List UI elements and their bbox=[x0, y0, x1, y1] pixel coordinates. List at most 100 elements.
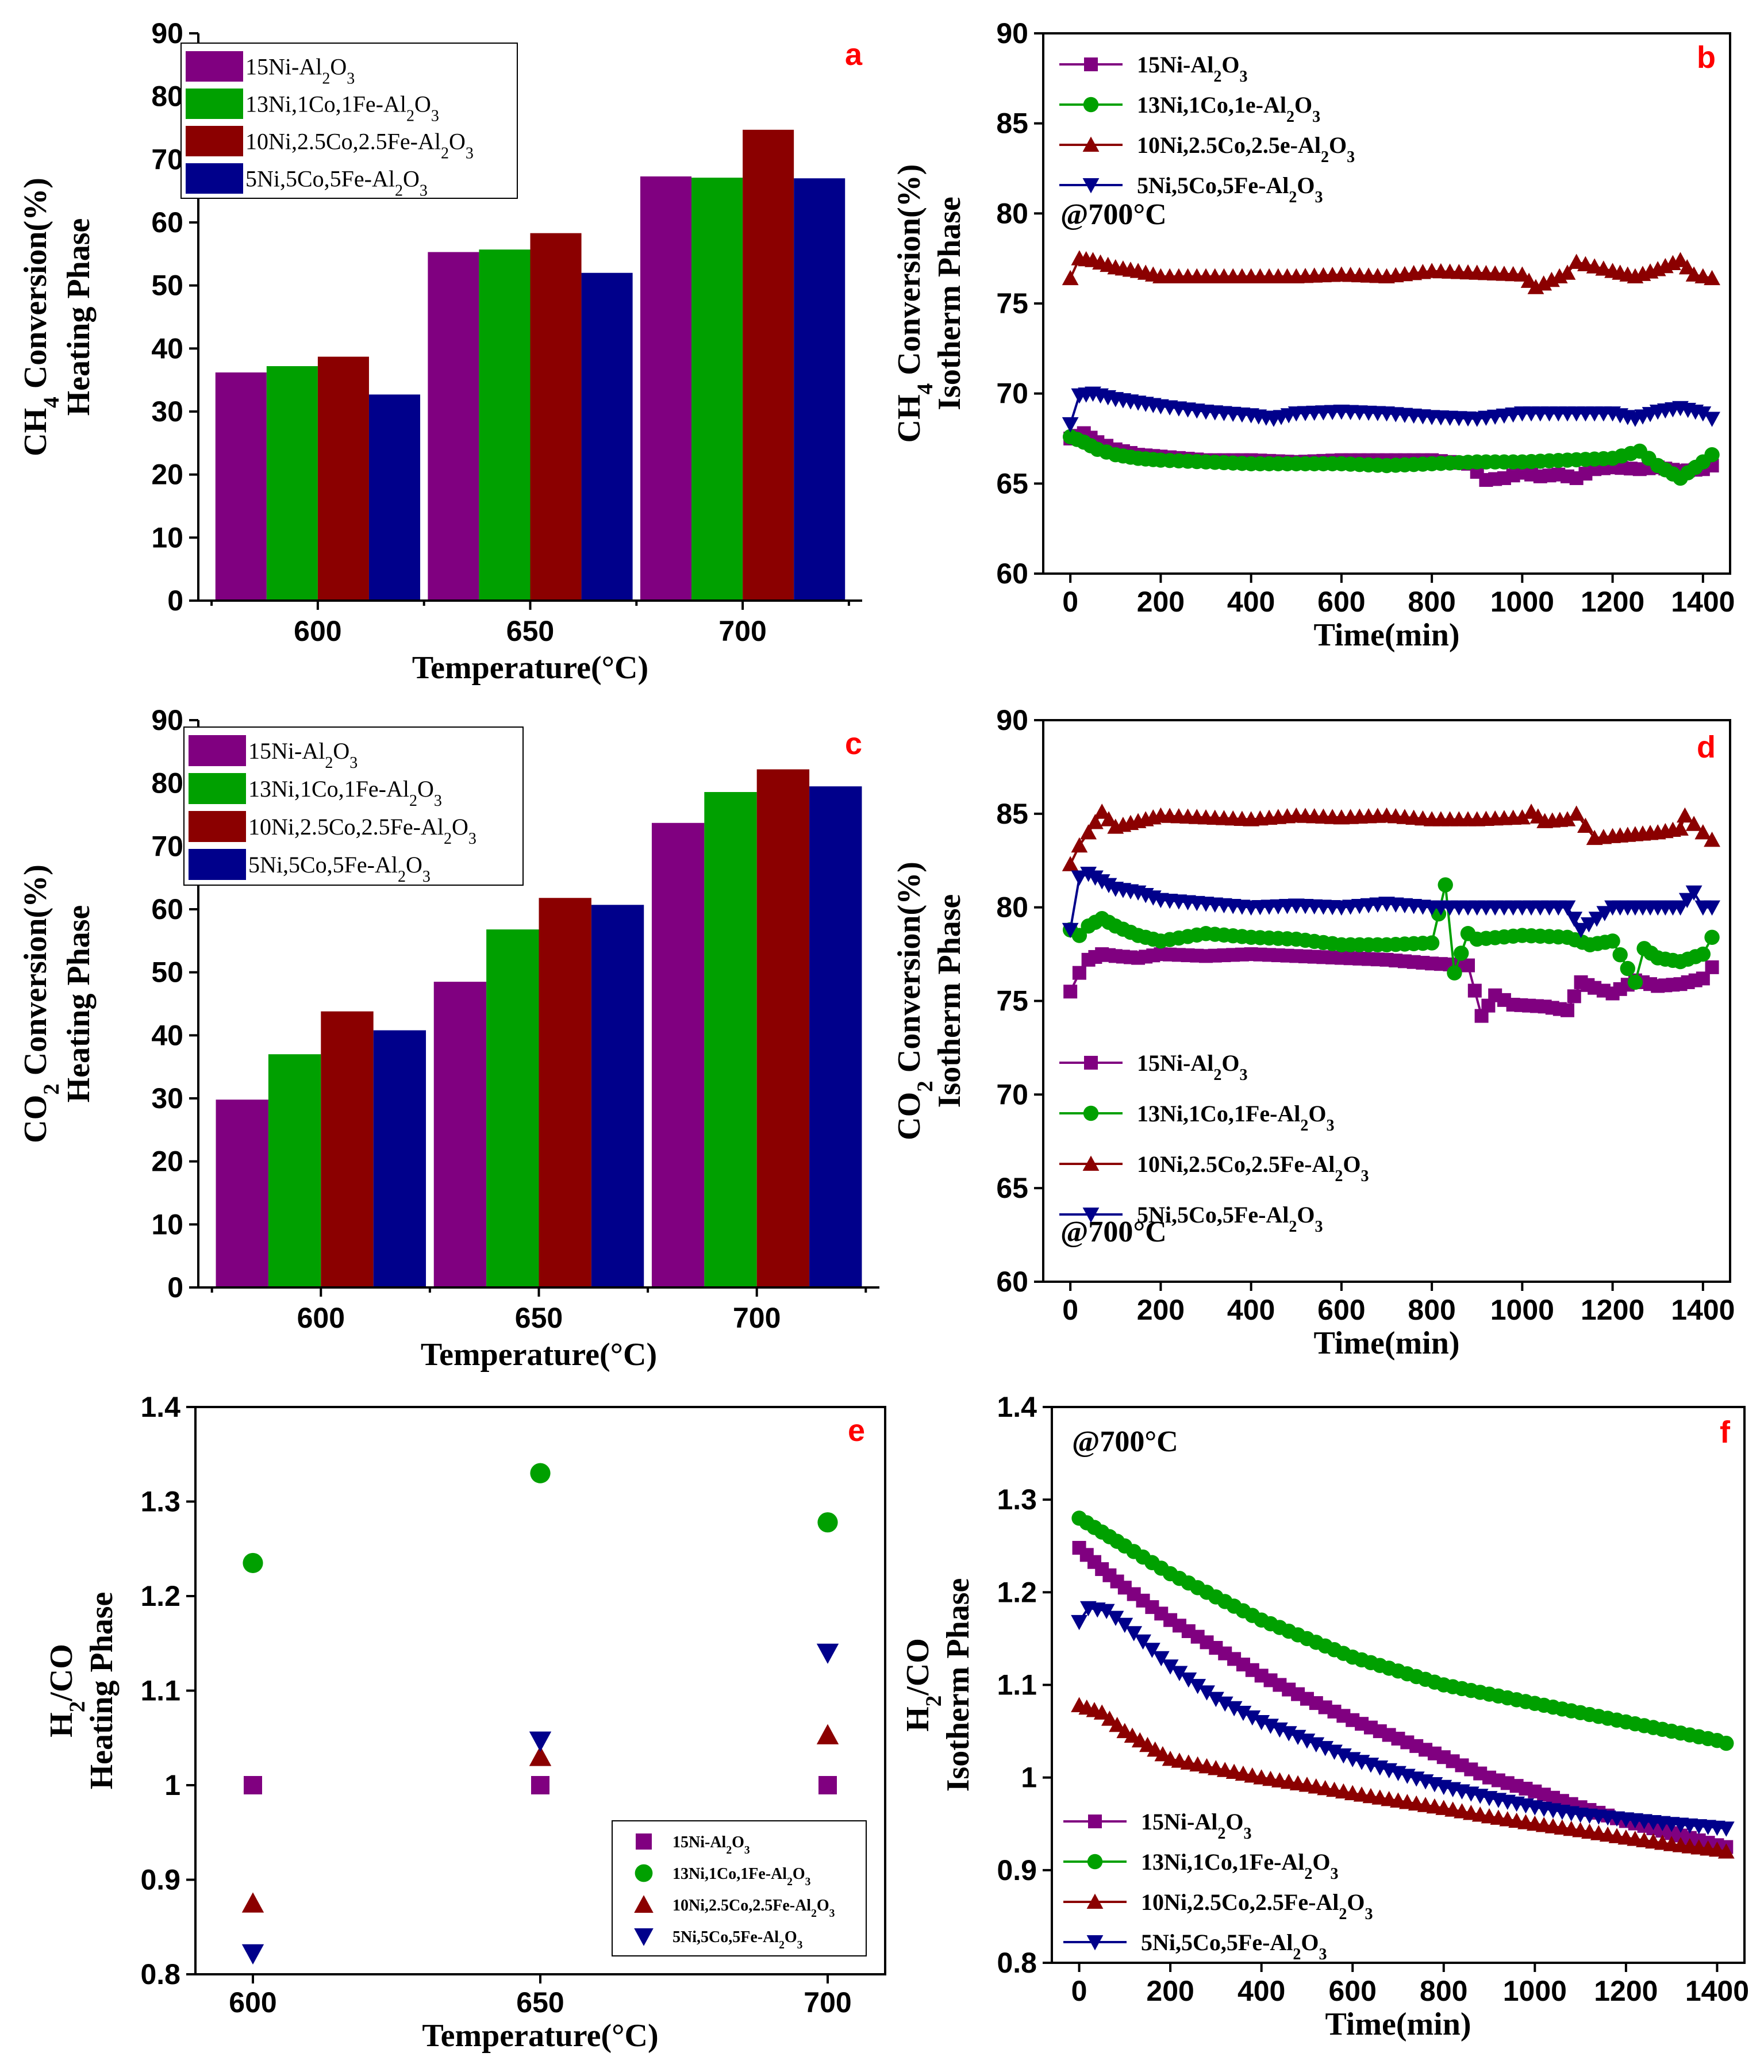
legend-marker-b-1 bbox=[1083, 97, 1099, 113]
series-e-1 bbox=[243, 1463, 838, 1574]
xtick-label-c-2: 700 bbox=[733, 1302, 781, 1334]
point-f-3-13 bbox=[1189, 1679, 1206, 1694]
xtick-label-d-4: 800 bbox=[1408, 1294, 1455, 1326]
legend-label-f-0: 15Ni-Al2O3 bbox=[1141, 1809, 1251, 1843]
ytick-label-d-6: 90 bbox=[996, 704, 1028, 736]
legend-marker-e-1 bbox=[635, 1864, 653, 1882]
legend-label-b-1: 13Ni,1Co,1e-Al2O3 bbox=[1137, 92, 1320, 126]
yaxis-title-a-0: CH4 Conversion(%) bbox=[18, 178, 64, 456]
series-e-0 bbox=[244, 1776, 837, 1794]
point-e-3-0 bbox=[241, 1944, 264, 1965]
ytick-label-f-6: 1.4 bbox=[997, 1391, 1037, 1423]
legend-marker-d-0 bbox=[1084, 1056, 1098, 1070]
bar-c-s2-c2 bbox=[756, 769, 810, 1287]
panel-letter-f: f bbox=[1720, 1415, 1731, 1450]
legend-label-b-3: 5Ni,5Co,5Fe-Al2O3 bbox=[1137, 172, 1323, 206]
series-f-1 bbox=[1071, 1510, 1734, 1751]
point-f-3-15 bbox=[1207, 1692, 1224, 1708]
xtick-label-b-5: 1000 bbox=[1490, 586, 1554, 618]
bar-a-s0-c2 bbox=[640, 176, 692, 601]
point-f-2-73 bbox=[1717, 1843, 1735, 1859]
yaxis-title-group-e-1: Heating Phase bbox=[84, 1592, 120, 1790]
bar-c-s2-c1 bbox=[539, 898, 591, 1287]
yaxis-title-group-b-1: Isotherm Phase bbox=[932, 197, 967, 410]
bar-c-s3-c2 bbox=[809, 786, 862, 1287]
legend-marker-d-2 bbox=[1082, 1155, 1100, 1171]
point-f-3-9 bbox=[1152, 1651, 1170, 1667]
ytick-label-c-3: 30 bbox=[151, 1082, 183, 1114]
legend-a: 15Ni-Al2O3 13Ni,1Co,1Fe-Al2O310Ni,2.5Co,2… bbox=[180, 43, 518, 199]
point-e-3-1 bbox=[529, 1731, 552, 1752]
panel-letter-b: b bbox=[1697, 40, 1716, 75]
legend-label-c-0: 15Ni-Al2O3 bbox=[248, 738, 358, 772]
legend-label-d-3: 5Ni,5Co,5Fe-Al2O3 bbox=[1137, 1202, 1323, 1236]
point-b-3-75 bbox=[1694, 406, 1712, 422]
yaxis-title-e-0: H2/CO bbox=[44, 1644, 90, 1737]
point-d-0-59 bbox=[1560, 1003, 1574, 1017]
ytick-label-f-2: 1 bbox=[1021, 1762, 1037, 1794]
legend-label-f-3: 5Ni,5Co,5Fe-Al2O3 bbox=[1141, 1929, 1327, 1963]
point-e-1-2 bbox=[817, 1512, 838, 1533]
series-f-3 bbox=[1071, 1601, 1735, 1837]
legend-marker-e-2 bbox=[634, 1895, 654, 1913]
xtick-label-a-0: 600 bbox=[294, 615, 341, 647]
series-d-3 bbox=[1062, 867, 1720, 939]
xaxis-title-e: Temperature(°C) bbox=[422, 2018, 658, 2054]
frame-f bbox=[1051, 1406, 1746, 1964]
ytick-label-d-2: 70 bbox=[996, 1078, 1028, 1110]
xtick-label-e-2: 700 bbox=[804, 1986, 851, 2019]
point-d-2-59 bbox=[1568, 805, 1585, 821]
xtick-label-b-2: 400 bbox=[1227, 586, 1275, 618]
ytick-label-a-7: 70 bbox=[151, 143, 183, 175]
yaxis-title-group-e-0: H2/CO bbox=[44, 1644, 90, 1737]
point-f-1-72 bbox=[1719, 1735, 1734, 1751]
legend-swatch-a-3 bbox=[186, 163, 243, 194]
point-d-2-72 bbox=[1672, 820, 1689, 836]
point-d-3-61 bbox=[1588, 912, 1605, 927]
point-d-1-77 bbox=[1704, 929, 1720, 945]
legend-swatch-c-1 bbox=[189, 773, 246, 804]
xtick-label-a-1: 650 bbox=[506, 615, 554, 647]
point-f-3-6 bbox=[1125, 1626, 1143, 1642]
ytick-label-b-0: 60 bbox=[996, 558, 1028, 590]
bar-a-s1-c0 bbox=[266, 366, 318, 601]
point-d-3-57 bbox=[1559, 900, 1576, 916]
point-e-2-1 bbox=[529, 1746, 552, 1766]
legend-label-e-1: 13Ni,1Co,1Fe-Al2O3 bbox=[672, 1865, 811, 1888]
xtick-label-f-3: 600 bbox=[1329, 1975, 1377, 2007]
ytick-label-a-8: 80 bbox=[151, 80, 183, 113]
point-b-2-76 bbox=[1704, 270, 1720, 286]
ytick-label-e-5: 1.3 bbox=[140, 1486, 180, 1518]
legend-swatch-a-2 bbox=[186, 126, 243, 156]
panel-c: 600 650 700 0 10 20 30 40 50 60 70 80 90 Temperature(… bbox=[18, 704, 879, 1373]
point-d-2-58 bbox=[1559, 811, 1576, 827]
point-d-2-0 bbox=[1062, 856, 1079, 871]
annotation-b: @700°C bbox=[1060, 198, 1167, 231]
point-f-3-3 bbox=[1098, 1604, 1115, 1619]
ytick-label-c-4: 40 bbox=[151, 1019, 183, 1051]
xtick-label-b-6: 1200 bbox=[1581, 586, 1644, 618]
point-d-2-73 bbox=[1676, 807, 1693, 823]
point-d-3-1 bbox=[1071, 870, 1088, 886]
bar-a-s3-c0 bbox=[368, 394, 421, 601]
point-f-3-16 bbox=[1216, 1696, 1233, 1712]
legend-label-e-2: 10Ni,2.5Co,2.5Fe-Al2O3 bbox=[672, 1897, 835, 1920]
point-f-3-11 bbox=[1171, 1666, 1188, 1681]
bar-c-s3-c0 bbox=[373, 1030, 426, 1287]
xtick-label-c-1: 650 bbox=[515, 1302, 563, 1334]
ytick-label-c-7: 70 bbox=[151, 830, 183, 862]
point-d-2-2 bbox=[1080, 824, 1097, 840]
point-d-2-1 bbox=[1071, 837, 1088, 853]
xtick-label-f-2: 400 bbox=[1238, 1975, 1285, 2007]
ytick-label-e-3: 1.1 bbox=[140, 1675, 180, 1707]
yaxis-title-group-d-1: Isotherm Phase bbox=[932, 894, 967, 1108]
yaxis-title-group-c-0: CO2 Conversion(%) bbox=[18, 864, 64, 1143]
panel-letter-e: e bbox=[848, 1413, 865, 1448]
point-e-2-2 bbox=[816, 1724, 839, 1744]
point-f-3-71 bbox=[1717, 1821, 1735, 1837]
point-d-1-1 bbox=[1071, 928, 1087, 943]
legend-marker-b-0 bbox=[1084, 57, 1098, 71]
point-e-1-1 bbox=[530, 1463, 551, 1483]
xtick-label-f-7: 1400 bbox=[1685, 1975, 1749, 2007]
series-e-3 bbox=[241, 1643, 839, 1965]
